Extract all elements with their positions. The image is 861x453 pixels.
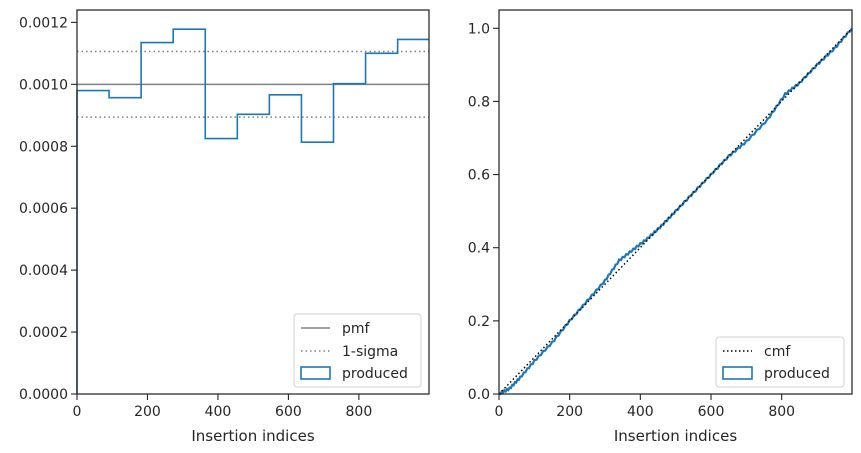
x-tick-label: 600 <box>275 404 302 420</box>
x-tick-label: 800 <box>768 404 795 420</box>
y-tick-label: 0.2 <box>468 314 490 330</box>
legend-produced-swatch <box>722 366 753 380</box>
legend-box <box>293 313 422 388</box>
cmf-legend: cmf produced <box>715 336 845 388</box>
y-tick-label: 0.0004 <box>19 263 68 279</box>
y-tick-label: 0.6 <box>468 168 490 184</box>
pmf-panel: 0 200 400 600 800 0.0000 0.0002 0.0004 0.0006 0.0… <box>19 9 430 445</box>
y-tick-label: 1.0 <box>468 21 490 37</box>
legend-pmf-label: pmf <box>342 321 371 337</box>
produced-cmf-line <box>499 27 853 396</box>
y-tick-label: 0.0008 <box>19 139 68 155</box>
x-tick-label: 600 <box>698 404 725 420</box>
legend-produced-swatch <box>300 366 331 380</box>
legend-produced-label: produced <box>764 366 830 382</box>
cmf-line <box>498 27 853 395</box>
x-tick-label: 200 <box>134 404 161 420</box>
cmf-panel: 0 200 400 600 800 0.0 0.2 0.4 0.6 0.8 1.0 Insertion… <box>468 9 853 445</box>
legend-cmf-label: cmf <box>764 344 791 360</box>
y-tick-label: 0.0012 <box>19 15 68 31</box>
y-tick-label: 0.0010 <box>19 77 68 93</box>
x-tick-label: 400 <box>627 404 654 420</box>
plot-frame <box>498 9 853 395</box>
y-tick-label: 0.0006 <box>19 201 68 217</box>
pmf-legend: pmf 1-sigma produced <box>293 313 422 388</box>
x-axis-label: Insertion indices <box>191 427 314 445</box>
y-tick-label: 0.0002 <box>19 325 68 341</box>
y-tick-label: 0.0000 <box>19 387 68 403</box>
plot-frame <box>76 9 430 395</box>
x-tick-label: 200 <box>556 404 583 420</box>
x-tick-label: 0 <box>73 404 82 420</box>
y-tick-label: 0.0 <box>468 387 490 403</box>
x-axis-label: Insertion indices <box>614 427 737 445</box>
legend-sigma-label: 1-sigma <box>342 344 398 360</box>
produced-histogram <box>76 28 429 394</box>
x-tick-label: 800 <box>346 404 373 420</box>
y-tick-label: 0.8 <box>468 94 490 110</box>
y-tick-label: 0.4 <box>468 241 490 257</box>
legend-box <box>715 336 845 388</box>
legend-produced-label: produced <box>342 366 408 382</box>
x-tick-label: 400 <box>205 404 232 420</box>
x-tick-label: 0 <box>495 404 504 420</box>
